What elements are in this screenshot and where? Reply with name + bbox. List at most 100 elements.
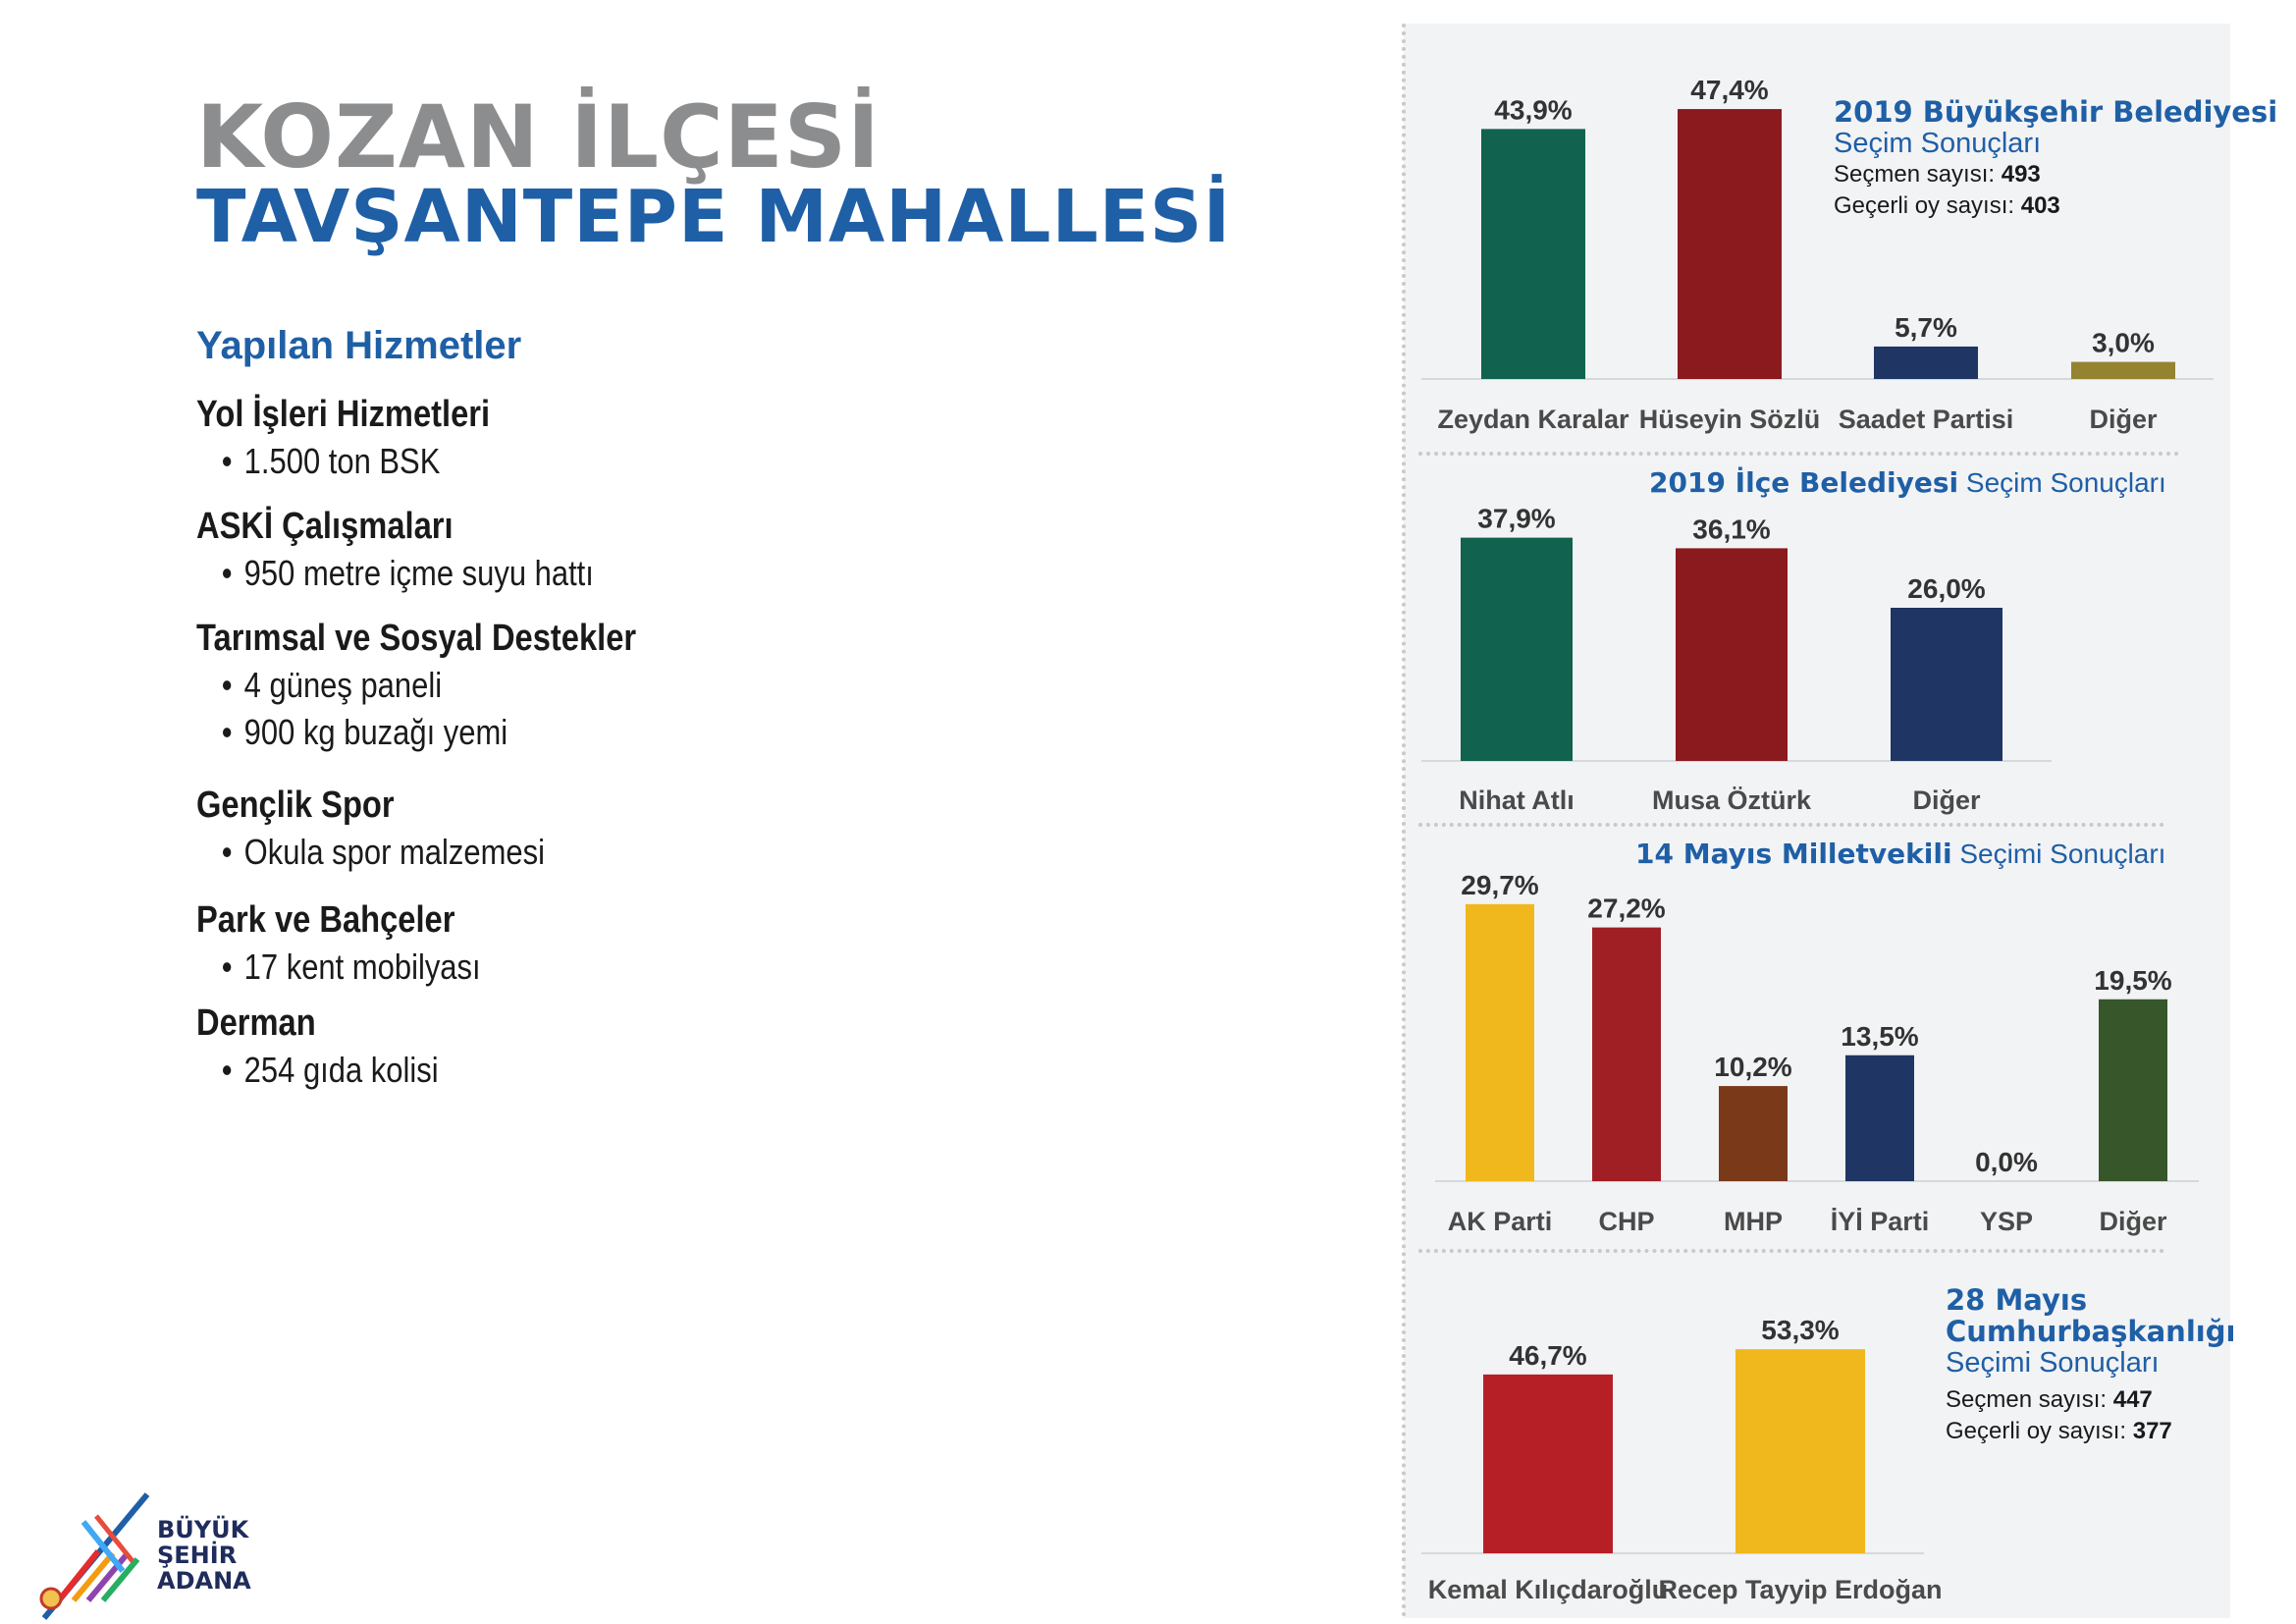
category-label: Diğer (2089, 405, 2158, 434)
category-label: Kemal Kılıçdaroğlu (1428, 1575, 1669, 1604)
category-label: AK Parti (1448, 1207, 1553, 1236)
service-item: 17 kent mobilyası (196, 944, 481, 991)
data-label: 19,5% (2094, 965, 2171, 996)
mv-title-normal: Seçimi Sonuçları (1959, 839, 2166, 869)
data-label: 29,7% (1461, 870, 1538, 900)
cb-subtitle: Seçimi Sonuçları (1946, 1347, 2160, 1379)
bsb-info-box: 2019 Büyükşehir Belediyesi Seçim Sonuçla… (1834, 96, 2277, 222)
data-label: 37,9% (1477, 504, 1555, 534)
category-label: YSP (1980, 1207, 2033, 1236)
cb-title-1: 28 Mayıs (1946, 1283, 2088, 1317)
mv-title-bold: 14 Mayıs Milletvekili (1635, 838, 1952, 870)
logo-line-1: BÜYÜK (157, 1516, 249, 1543)
section-divider (1418, 823, 2164, 827)
mv-chart-title: 14 Mayıs Milletvekili Seçimi Sonuçları (1635, 839, 2165, 870)
data-label: 27,2% (1587, 893, 1665, 924)
bsb-voters-value: 493 (2001, 161, 2041, 188)
category-label: Diğer (2099, 1207, 2167, 1236)
bsb-valid-value: 403 (2020, 192, 2060, 219)
service-item: 254 gıda kolisi (196, 1047, 439, 1094)
bsb-valid-label: Geçerli oy sayısı: (1834, 192, 2015, 219)
buyuksehir-adana-logo (39, 1492, 150, 1620)
service-group-title: Yol İşleri Hizmetleri (196, 394, 491, 435)
bar (1735, 1349, 1865, 1553)
service-group-title: Tarımsal ve Sosyal Destekler (196, 618, 637, 659)
cb-voters-label: Seçmen sayısı: (1946, 1386, 2108, 1413)
data-label: 0,0% (1975, 1147, 2038, 1177)
service-group-title: Derman (196, 1002, 316, 1044)
cb-title-2: Cumhurbaşkanlığı (1946, 1315, 2236, 1348)
service-group-agriculture: Tarımsal ve Sosyal Destekler 4 güneş pan… (196, 615, 708, 756)
data-label: 13,5% (1841, 1021, 1918, 1052)
service-item: 950 metre içme suyu hattı (196, 550, 594, 597)
bar (1483, 1374, 1613, 1553)
bar (1678, 109, 1782, 379)
category-label: Recep Tayyip Erdoğan (1658, 1575, 1942, 1604)
service-group-title: ASKİ Çalışmaları (196, 506, 454, 547)
data-label: 36,1% (1692, 514, 1770, 544)
service-group-road: Yol İşleri Hizmetleri 1.500 ton BSK (196, 391, 538, 485)
bar (2099, 999, 2167, 1181)
neighborhood-title: TAVŞANTEPE MAHALLESİ (196, 175, 1232, 259)
data-label: 3,0% (2092, 328, 2155, 358)
ilce-chart-title: 2019 İlçe Belediyesi Seçim Sonuçları (1649, 467, 2166, 499)
cb-valid: Geçerli oy sayısı: 377 (1946, 1416, 2235, 1447)
service-item: 1.500 ton BSK (196, 438, 490, 485)
bar (1874, 346, 1978, 379)
category-label: CHP (1598, 1207, 1654, 1236)
data-label: 47,4% (1690, 75, 1768, 105)
bar (1891, 608, 2002, 761)
chart-2: 37,9% Nihat Atlı 36,1% Musa Öztürk 26,0% Diğe… (1421, 504, 2052, 815)
service-item: Okula spor malzemesi (196, 829, 545, 876)
service-group-aski: ASKİ Çalışmaları 950 metre içme suyu hat… (196, 503, 659, 597)
service-group-derman: Derman 254 gıda kolisi (196, 1000, 478, 1094)
bsb-valid: Geçerli oy sayısı: 403 (1834, 190, 2277, 222)
bar (1845, 1055, 1914, 1181)
category-label: Musa Öztürk (1652, 785, 1812, 815)
bar (1719, 1086, 1788, 1181)
data-label: 43,9% (1494, 94, 1572, 125)
bar (2071, 361, 2175, 379)
bar (1592, 927, 1661, 1181)
category-label: Hüseyin Sözlü (1639, 405, 1821, 434)
services-heading: Yapılan Hizmetler (196, 324, 522, 367)
data-label: 26,0% (1907, 573, 1985, 604)
data-label: 10,2% (1714, 1052, 1791, 1082)
bar (1466, 903, 1534, 1181)
cb-voters: Seçmen sayısı: 447 (1946, 1384, 2235, 1416)
ilce-title-bold: 2019 İlçe Belediyesi (1649, 466, 1959, 499)
data-label: 5,7% (1895, 312, 1957, 343)
category-label: Saadet Partisi (1839, 405, 2014, 434)
bsb-voters-label: Seçmen sayısı: (1834, 161, 1996, 188)
panel-border (1402, 24, 1406, 1618)
bar (1481, 129, 1585, 379)
logo-mark-icon (39, 1492, 150, 1620)
cb-voters-value: 447 (2112, 1386, 2153, 1413)
category-label: Nihat Atlı (1459, 785, 1575, 815)
district-title: KOZAN İLÇESİ (196, 86, 881, 188)
chart-4: 46,7% Kemal Kılıçdaroğlu 53,3% Recep Tayyip… (1421, 1315, 1943, 1604)
cb-valid-value: 377 (2132, 1418, 2172, 1444)
cb-valid-label: Geçerli oy sayısı: (1946, 1418, 2127, 1444)
logo-line-2: ŞEHİR (157, 1542, 238, 1569)
category-label: Diğer (1912, 785, 1981, 815)
logo-text: BÜYÜK ŞEHİR ADANA (157, 1517, 251, 1594)
bar (1676, 548, 1788, 761)
category-label: İYİ Parti (1831, 1207, 1930, 1236)
cb-info-box: 28 Mayıs Cumhurbaşkanlığı Seçimi Sonuçla… (1946, 1284, 2235, 1447)
ilce-title-normal: Seçim Sonuçları (1965, 467, 2166, 498)
service-item: 4 güneş paneli (196, 662, 636, 709)
data-label: 46,7% (1509, 1340, 1586, 1371)
service-group-parks: Park ve Bahçeler 17 kent mobilyası (196, 896, 527, 991)
bar (1461, 537, 1573, 761)
service-group-youth-sport: Gençlik Spor Okula spor malzemesi (196, 782, 602, 876)
service-group-title: Park ve Bahçeler (196, 899, 455, 941)
logo-line-3: ADANA (157, 1567, 251, 1595)
section-divider (1418, 1249, 2164, 1253)
data-label: 53,3% (1761, 1315, 1839, 1345)
service-item: 900 kg buzağı yemi (196, 709, 636, 756)
section-divider (1418, 452, 2179, 456)
category-label: Zeydan Karalar (1437, 405, 1629, 434)
chart-3: 29,7% AK Parti 27,2% CHP 10,2% MHP 13,5% İYİ Pa… (1435, 870, 2199, 1236)
